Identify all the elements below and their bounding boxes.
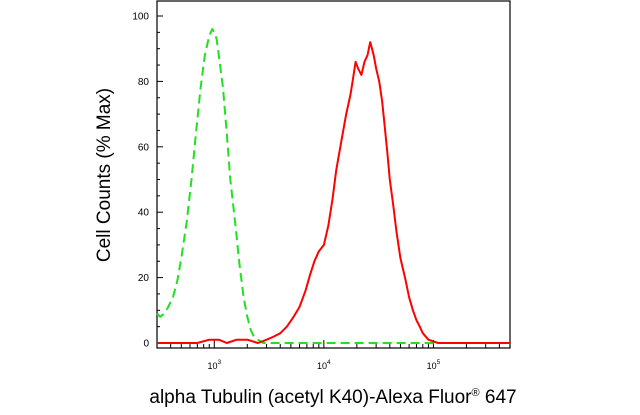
plot-frame bbox=[156, 0, 511, 349]
y-tick-label: 20 bbox=[138, 273, 150, 284]
y-tick-label: 40 bbox=[138, 208, 150, 219]
y-axis-title: Cell Counts (% Max) bbox=[94, 88, 115, 262]
y-tick-label: 80 bbox=[138, 77, 150, 88]
x-tick-label: 103 bbox=[207, 359, 221, 371]
y-axis-ticks: 0 20 40 60 80 100 bbox=[132, 12, 163, 350]
x-axis-title-registered-mark: ® bbox=[472, 387, 480, 399]
series-group bbox=[156, 28, 510, 344]
x-axis-ticks: 103 104 105 bbox=[156, 340, 511, 371]
x-axis-title-main: alpha Tubulin (acetyl K40)-Alexa Fluor bbox=[149, 387, 472, 408]
x-tick-label: 105 bbox=[427, 359, 441, 371]
y-tick-label: 60 bbox=[138, 142, 150, 153]
y-tick-label: 0 bbox=[143, 339, 149, 350]
solid-series-line bbox=[157, 41, 510, 344]
x-axis-title-suffix: 647 bbox=[480, 387, 517, 408]
x-axis-title: alpha Tubulin (acetyl K40)-Alexa Fluor® … bbox=[149, 387, 516, 408]
x-tick-label: 104 bbox=[317, 359, 331, 371]
y-tick-label: 100 bbox=[132, 12, 149, 23]
